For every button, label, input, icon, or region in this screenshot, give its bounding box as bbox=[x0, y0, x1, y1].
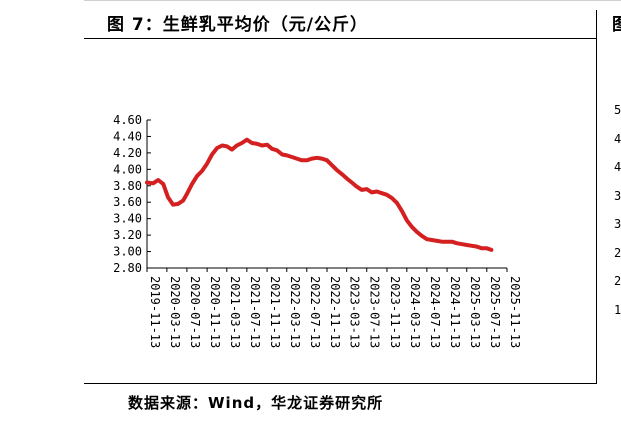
y-tick-label: 4.60 bbox=[113, 113, 142, 127]
x-tick-label: 2021-07-13 bbox=[248, 276, 262, 348]
x-tick-label: 2021-03-13 bbox=[228, 276, 242, 348]
y-tick-label: 4.20 bbox=[113, 146, 142, 160]
y-tick-label: 3.60 bbox=[113, 195, 142, 209]
y-tick-label: 2.80 bbox=[113, 261, 142, 275]
x-tick-label: 2025-07-13 bbox=[488, 276, 502, 348]
title-rule bbox=[84, 38, 597, 39]
x-tick-label: 2020-07-13 bbox=[188, 276, 202, 348]
right-panel-tick: 2 bbox=[614, 274, 621, 288]
x-tick-label: 2020-11-13 bbox=[208, 276, 222, 348]
right-panel-tick: 1 bbox=[614, 303, 621, 317]
x-axis: 2019-11-13 2020-03-13 2020-07-13 2020-11-13… bbox=[146, 267, 522, 348]
y-tick-label: 3.20 bbox=[113, 228, 142, 242]
x-tick-label: 2025-03-13 bbox=[468, 276, 482, 348]
plot-area bbox=[145, 137, 494, 252]
figure-title: 图 7：生鲜乳平均价（元/公斤） bbox=[107, 15, 368, 35]
y-tick-label: 4.00 bbox=[113, 162, 142, 176]
y-tick-label: 3.40 bbox=[113, 212, 142, 226]
x-tick-label: 2023-07-13 bbox=[368, 276, 382, 348]
right-panel-tick: 4 bbox=[614, 160, 621, 174]
x-tick-label: 2023-03-13 bbox=[348, 276, 362, 348]
y-tick-label: 4.40 bbox=[113, 129, 142, 143]
bottom-rule bbox=[84, 383, 597, 384]
source-note: 数据来源：Wind，华龙证券研究所 bbox=[128, 394, 384, 412]
x-tick-label: 2020-03-13 bbox=[168, 276, 182, 348]
price-line-chart: 4.60 4.40 4.20 4.00 3.80 3.60 3.40 3.20 3.00 2.80… bbox=[113, 113, 522, 348]
right-panel-tick: 2 bbox=[614, 246, 621, 260]
y-tick-label: 3.00 bbox=[113, 245, 142, 259]
x-tick-label: 2024-03-13 bbox=[408, 276, 422, 348]
top-border bbox=[84, 0, 621, 1]
x-tick-label: 2024-07-13 bbox=[428, 276, 442, 348]
series-line-milk-price bbox=[145, 137, 494, 252]
x-tick-label: 2022-07-13 bbox=[308, 276, 322, 348]
x-tick-label: 2021-11-13 bbox=[268, 276, 282, 348]
right-panel-tick: 3 bbox=[614, 217, 621, 231]
y-axis: 4.60 4.40 4.20 4.00 3.80 3.60 3.40 3.20 3.00 2.80 bbox=[113, 113, 151, 275]
x-tick-label: 2019-11-13 bbox=[148, 276, 162, 348]
y-tick-label: 3.80 bbox=[113, 179, 142, 193]
x-tick-label: 2023-11-13 bbox=[388, 276, 402, 348]
right-panel-title: 图 bbox=[612, 15, 621, 35]
right-panel-tick: 5 bbox=[614, 103, 621, 117]
panel-divider bbox=[596, 10, 597, 384]
x-tick-label: 2022-11-13 bbox=[328, 276, 342, 348]
x-tick-label: 2022-03-13 bbox=[288, 276, 302, 348]
x-tick-label: 2024-11-13 bbox=[448, 276, 462, 348]
right-panel-tick: 4 bbox=[614, 132, 621, 146]
right-panel-tick: 3 bbox=[614, 189, 621, 203]
x-tick-label: 2025-11-13 bbox=[508, 276, 522, 348]
